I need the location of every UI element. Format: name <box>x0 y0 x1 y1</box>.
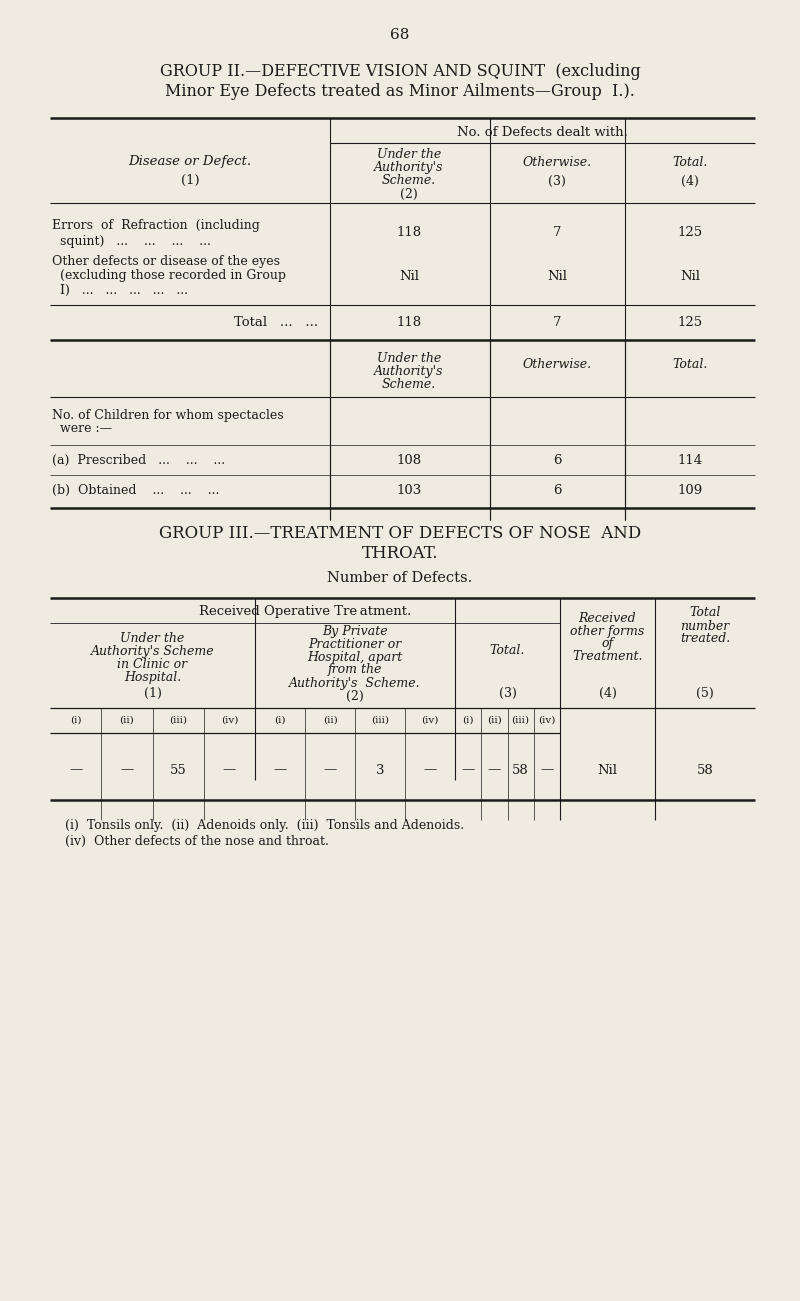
Text: 58: 58 <box>512 764 529 777</box>
Text: (i): (i) <box>274 716 286 725</box>
Text: 58: 58 <box>697 764 714 777</box>
Text: (iii): (iii) <box>371 716 389 725</box>
Text: Total: Total <box>690 606 721 619</box>
Text: Total.: Total. <box>672 359 708 372</box>
Text: (3): (3) <box>498 687 517 700</box>
Text: (i): (i) <box>462 716 474 725</box>
Text: Received: Received <box>578 611 636 624</box>
Text: (b)  Obtained    ...    ...    ...: (b) Obtained ... ... ... <box>52 484 219 497</box>
Text: (iii): (iii) <box>169 716 187 725</box>
Text: I)   ...   ...   ...   ...   ...: I) ... ... ... ... ... <box>52 284 188 297</box>
Text: squint)   ...    ...    ...    ...: squint) ... ... ... ... <box>52 234 211 247</box>
Text: Authority's: Authority's <box>374 364 444 377</box>
Text: 108: 108 <box>397 454 422 467</box>
Text: —: — <box>540 764 554 777</box>
Text: 109: 109 <box>678 484 702 497</box>
Text: No. of Defects dealt with.: No. of Defects dealt with. <box>457 125 628 138</box>
Text: (i): (i) <box>70 716 82 725</box>
Text: (1): (1) <box>143 687 162 700</box>
Text: Authority's  Scheme.: Authority's Scheme. <box>289 677 421 690</box>
Text: Otherwise.: Otherwise. <box>522 359 591 372</box>
Text: 118: 118 <box>397 226 422 239</box>
Text: Otherwise.: Otherwise. <box>522 156 591 169</box>
Text: Hospital, apart: Hospital, apart <box>307 650 402 664</box>
Text: 125: 125 <box>678 226 702 239</box>
Text: Under the: Under the <box>377 351 441 364</box>
Text: 125: 125 <box>678 316 702 328</box>
Text: other forms: other forms <box>570 624 645 637</box>
Text: —: — <box>423 764 437 777</box>
Text: (iv): (iv) <box>221 716 238 725</box>
Text: 103: 103 <box>396 484 422 497</box>
Text: 6: 6 <box>553 454 562 467</box>
Text: —: — <box>120 764 134 777</box>
Text: in Clinic or: in Clinic or <box>118 657 187 670</box>
Text: Nil: Nil <box>598 764 618 777</box>
Text: (ii): (ii) <box>322 716 338 725</box>
Text: (iv): (iv) <box>538 716 555 725</box>
Text: (ii): (ii) <box>487 716 502 725</box>
Text: treated.: treated. <box>680 632 730 645</box>
Text: Nil: Nil <box>399 269 419 282</box>
Text: Hospital.: Hospital. <box>124 670 181 683</box>
Text: Minor Eye Defects treated as Minor Ailments—Group  I.).: Minor Eye Defects treated as Minor Ailme… <box>165 83 635 100</box>
Text: No. of Children for whom spectacles: No. of Children for whom spectacles <box>52 409 284 422</box>
Text: Under the: Under the <box>377 148 441 161</box>
Text: Under the: Under the <box>120 631 185 644</box>
Text: By Private: By Private <box>322 624 388 637</box>
Text: number: number <box>680 619 730 632</box>
Text: Scheme.: Scheme. <box>382 174 436 187</box>
Text: (i)  Tonsils only.  (ii)  Adenoids only.  (iii)  Tonsils and Adenoids.: (i) Tonsils only. (ii) Adenoids only. (i… <box>65 818 464 831</box>
Text: —: — <box>274 764 286 777</box>
Text: (a)  Prescribed   ...    ...    ...: (a) Prescribed ... ... ... <box>52 454 225 467</box>
Text: 6: 6 <box>553 484 562 497</box>
Text: (4): (4) <box>681 174 699 187</box>
Text: —: — <box>488 764 501 777</box>
Text: —: — <box>323 764 337 777</box>
Text: THROAT.: THROAT. <box>362 545 438 562</box>
Text: Total   ...   ...: Total ... ... <box>234 316 318 328</box>
Text: GROUP III.—TREATMENT OF DEFECTS OF NOSE  AND: GROUP III.—TREATMENT OF DEFECTS OF NOSE … <box>159 524 641 541</box>
Text: (iv): (iv) <box>422 716 438 725</box>
Text: 68: 68 <box>390 29 410 42</box>
Text: of: of <box>602 637 614 650</box>
Text: Errors  of  Refraction  (including: Errors of Refraction (including <box>52 219 260 232</box>
Text: 7: 7 <box>553 226 562 239</box>
Text: Number of Defects.: Number of Defects. <box>327 571 473 585</box>
Text: 55: 55 <box>170 764 186 777</box>
Text: (4): (4) <box>598 687 617 700</box>
Text: Nil: Nil <box>547 269 567 282</box>
Text: Authority's Scheme: Authority's Scheme <box>90 644 214 657</box>
Text: (excluding those recorded in Group: (excluding those recorded in Group <box>52 269 286 282</box>
Text: (ii): (ii) <box>119 716 134 725</box>
Text: Nil: Nil <box>680 269 700 282</box>
Text: Other defects or disease of the eyes: Other defects or disease of the eyes <box>52 255 280 268</box>
Text: Total.: Total. <box>672 156 708 169</box>
Text: were :—: were :— <box>52 423 112 436</box>
Text: 7: 7 <box>553 316 562 328</box>
Text: Practitioner or: Practitioner or <box>308 637 402 650</box>
Text: (1): (1) <box>181 173 199 186</box>
Text: GROUP II.—DEFECTIVE VISION AND SQUINT  (excluding: GROUP II.—DEFECTIVE VISION AND SQUINT (e… <box>160 64 640 81</box>
Text: (2): (2) <box>400 187 418 200</box>
Text: Total.: Total. <box>490 644 525 657</box>
Text: Treatment.: Treatment. <box>572 650 642 664</box>
Text: (iv)  Other defects of the nose and throat.: (iv) Other defects of the nose and throa… <box>65 834 329 847</box>
Text: Scheme.: Scheme. <box>382 377 436 390</box>
Text: 118: 118 <box>397 316 422 328</box>
Text: 114: 114 <box>678 454 702 467</box>
Text: (5): (5) <box>696 687 714 700</box>
Text: Authority's: Authority's <box>374 161 444 174</box>
Text: (2): (2) <box>346 690 364 703</box>
Text: (3): (3) <box>548 174 566 187</box>
Text: from the: from the <box>328 664 382 677</box>
Text: 3: 3 <box>376 764 384 777</box>
Text: —: — <box>69 764 82 777</box>
Text: —: — <box>462 764 474 777</box>
Text: Disease or Defect.: Disease or Defect. <box>129 156 251 169</box>
Text: Received Operative Tre atment.: Received Operative Tre atment. <box>199 605 411 618</box>
Text: —: — <box>222 764 236 777</box>
Text: (iii): (iii) <box>512 716 530 725</box>
